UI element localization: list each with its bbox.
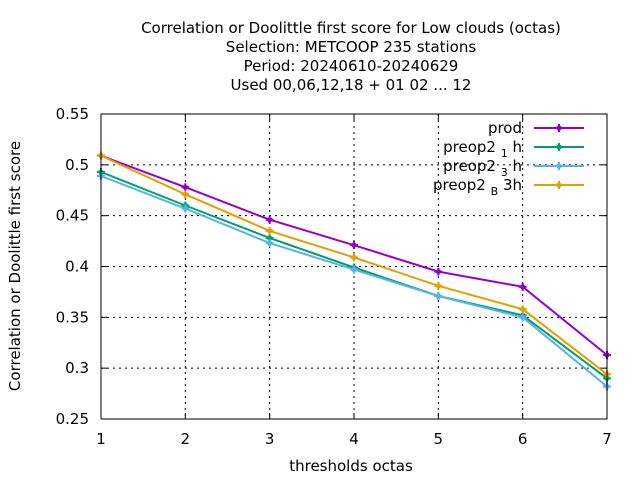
legend-label: prod [488,119,522,137]
y-axis-label: Correlation or Doolittle first score [6,141,24,391]
chart-title: Correlation or Doolittle first score for… [141,19,561,94]
data-point [181,190,190,199]
legend-label: preop2 B 3h [433,176,522,198]
y-tick-label: 0.3 [65,359,89,377]
y-tick-label: 0.5 [65,156,89,174]
x-tick-label: 1 [96,430,106,448]
data-point [518,282,527,291]
legend-item: preop2 1 h [443,138,584,160]
x-axis-label: thresholds octas [289,457,413,475]
plot-frame [100,113,608,420]
data-point [434,291,443,300]
legend-swatch-marker [555,143,563,151]
data-point [181,204,190,213]
legend-swatch-marker [555,124,563,132]
x-tick-label: 2 [181,430,191,448]
x-tick-label: 6 [518,430,528,448]
data-point [265,215,274,224]
legend-item: preop2 3 h [443,157,584,179]
data-point [265,226,274,235]
y-tick-label: 0.45 [56,207,89,225]
series-line [100,171,608,380]
y-tick-label: 0.25 [56,410,89,428]
series-0 [97,151,611,359]
legend-swatch-marker [555,162,563,170]
legend-label: preop2 3 h [443,157,522,179]
y-tick-label: 0.4 [65,258,89,276]
title-line-1: Correlation or Doolittle first score for… [141,19,561,37]
title-line-3: Period: 20240610-20240629 [244,57,459,75]
axis-ticks: 0.25 0.3 0.35 0.4 0.45 0.5 0.55 1 2 3 4 5 6 7 [56,105,612,448]
title-line-4: Used 00,06,12,18 + 01 02 ... 12 [231,76,472,94]
data-point [350,253,358,262]
title-line-2: Selection: METCOOP 235 stations [226,38,477,56]
data-point [434,281,443,290]
legend-label: preop2 1 h [443,138,522,160]
data-point [434,267,443,276]
legend-item: preop2 B 3h [433,176,584,198]
x-tick-label: 5 [434,430,444,448]
series-1 [97,167,611,383]
data-point [181,183,190,192]
x-tick-label: 3 [265,430,275,448]
legend-item: prod [488,119,584,137]
data-point [518,305,527,314]
y-tick-label: 0.55 [56,105,89,123]
data-point [265,239,274,248]
x-tick-label: 4 [349,430,359,448]
data-point [350,241,358,250]
legend-swatch-marker [555,181,563,189]
series-2 [97,172,611,391]
y-tick-label: 0.35 [56,308,89,326]
data-point [350,265,358,274]
data-point [518,313,527,322]
x-tick-label: 7 [602,430,612,448]
